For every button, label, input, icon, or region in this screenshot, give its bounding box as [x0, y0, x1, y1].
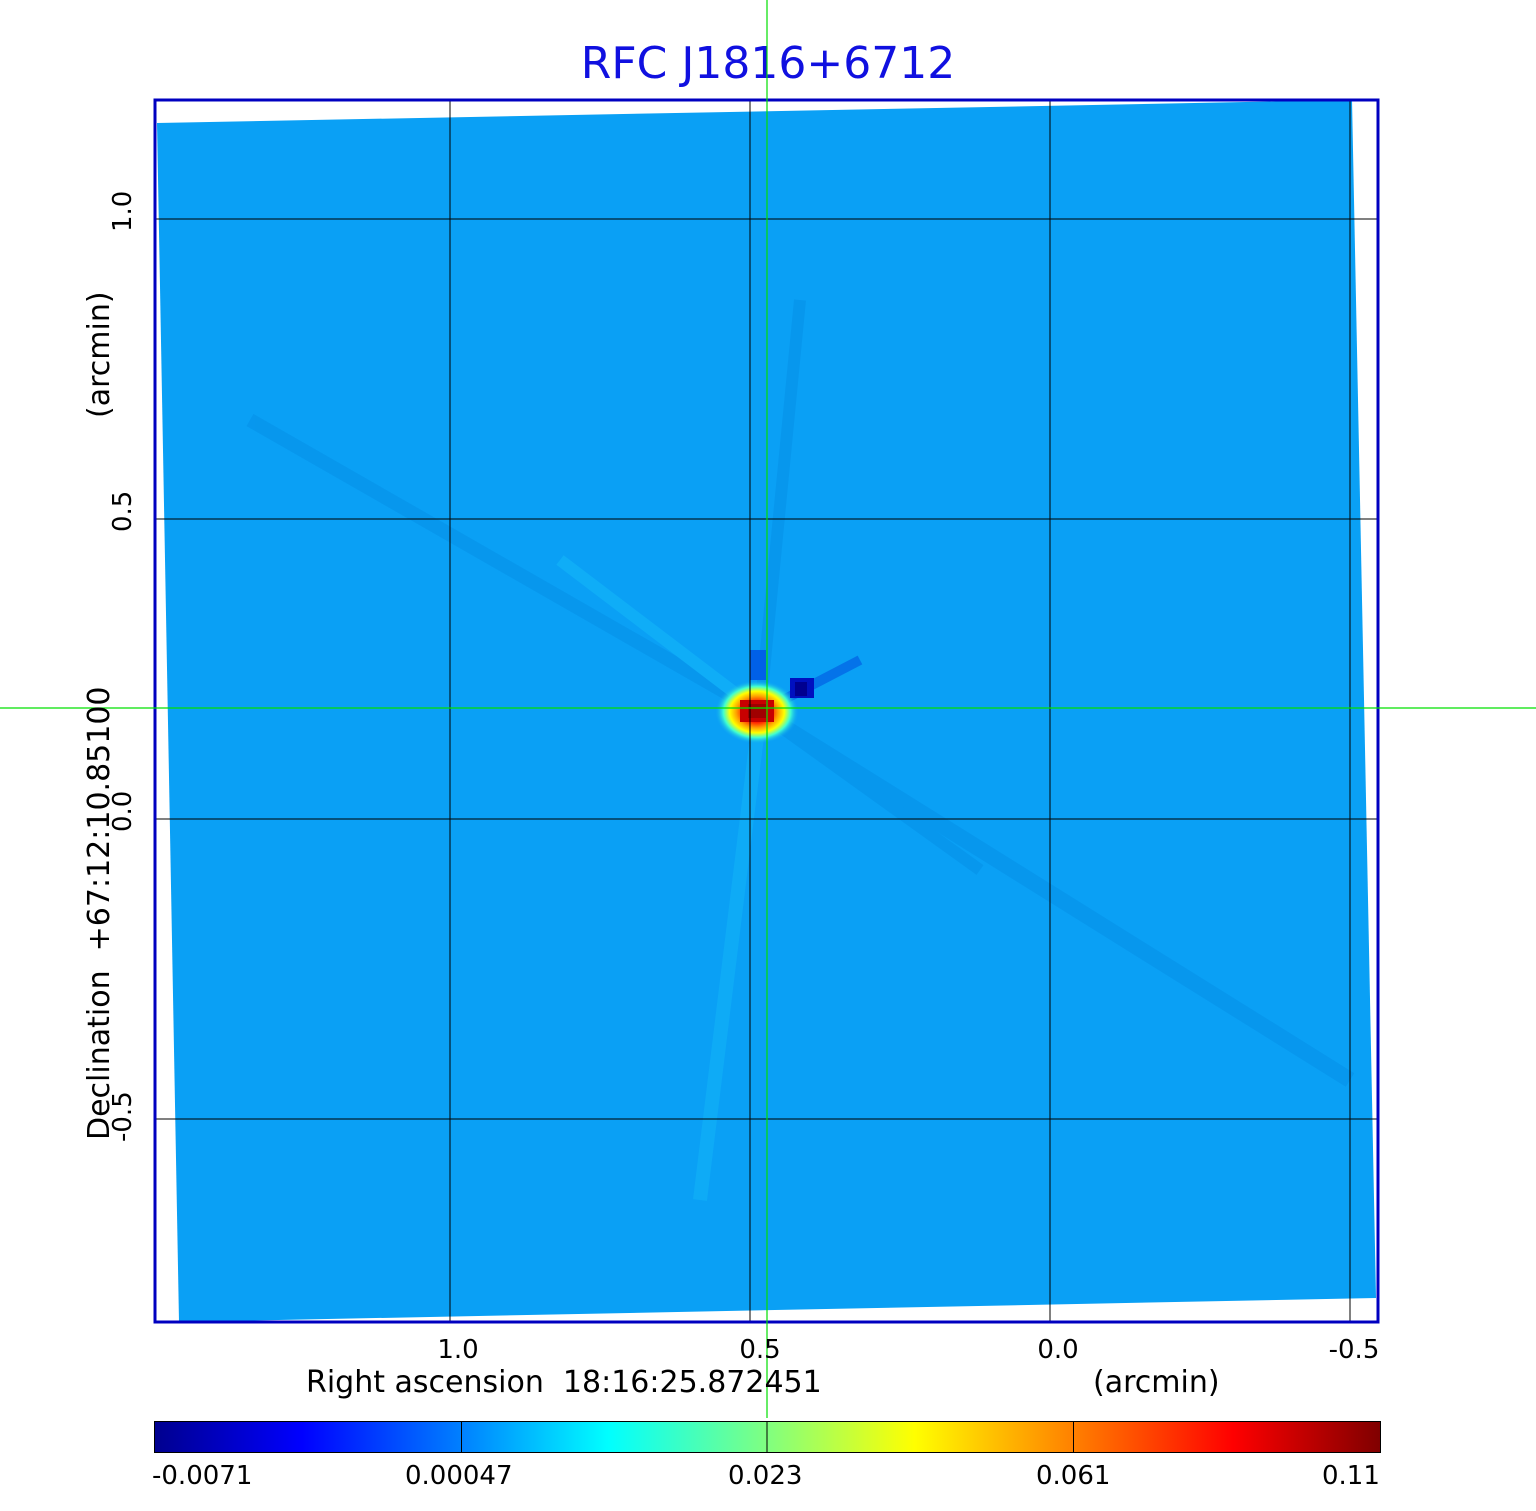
x-tick-label: 1.0	[437, 1335, 479, 1365]
x-tick-label: 0.5	[739, 1335, 781, 1365]
y-axis-label: Declination +67:12:10.85100	[82, 686, 117, 1140]
x-axis-unit: (arcmin)	[1093, 1365, 1220, 1400]
radio-source	[715, 650, 814, 744]
colorbar-tick-label: 0.00047	[405, 1461, 513, 1491]
colorbar-tick-label: 0.061	[1036, 1461, 1111, 1491]
crosshair	[0, 0, 1536, 1418]
x-axis-label: Right ascension 18:16:25.872451	[306, 1365, 822, 1400]
y-axis-unit: (arcmin)	[82, 291, 117, 418]
colorbar	[154, 1421, 1381, 1453]
colorbar-tick-label: 0.023	[728, 1461, 803, 1491]
colorbar-tick-label: 0.11	[1322, 1461, 1380, 1491]
image-title: RFC J1816+6712	[580, 38, 956, 89]
colorbar-tick-label: -0.0071	[152, 1461, 253, 1491]
y-tick-label: 0.5	[108, 490, 138, 532]
x-tick-label: -0.5	[1328, 1335, 1380, 1365]
y-tick-label: 1.0	[108, 190, 138, 232]
x-tick-label: 0.0	[1037, 1335, 1079, 1365]
